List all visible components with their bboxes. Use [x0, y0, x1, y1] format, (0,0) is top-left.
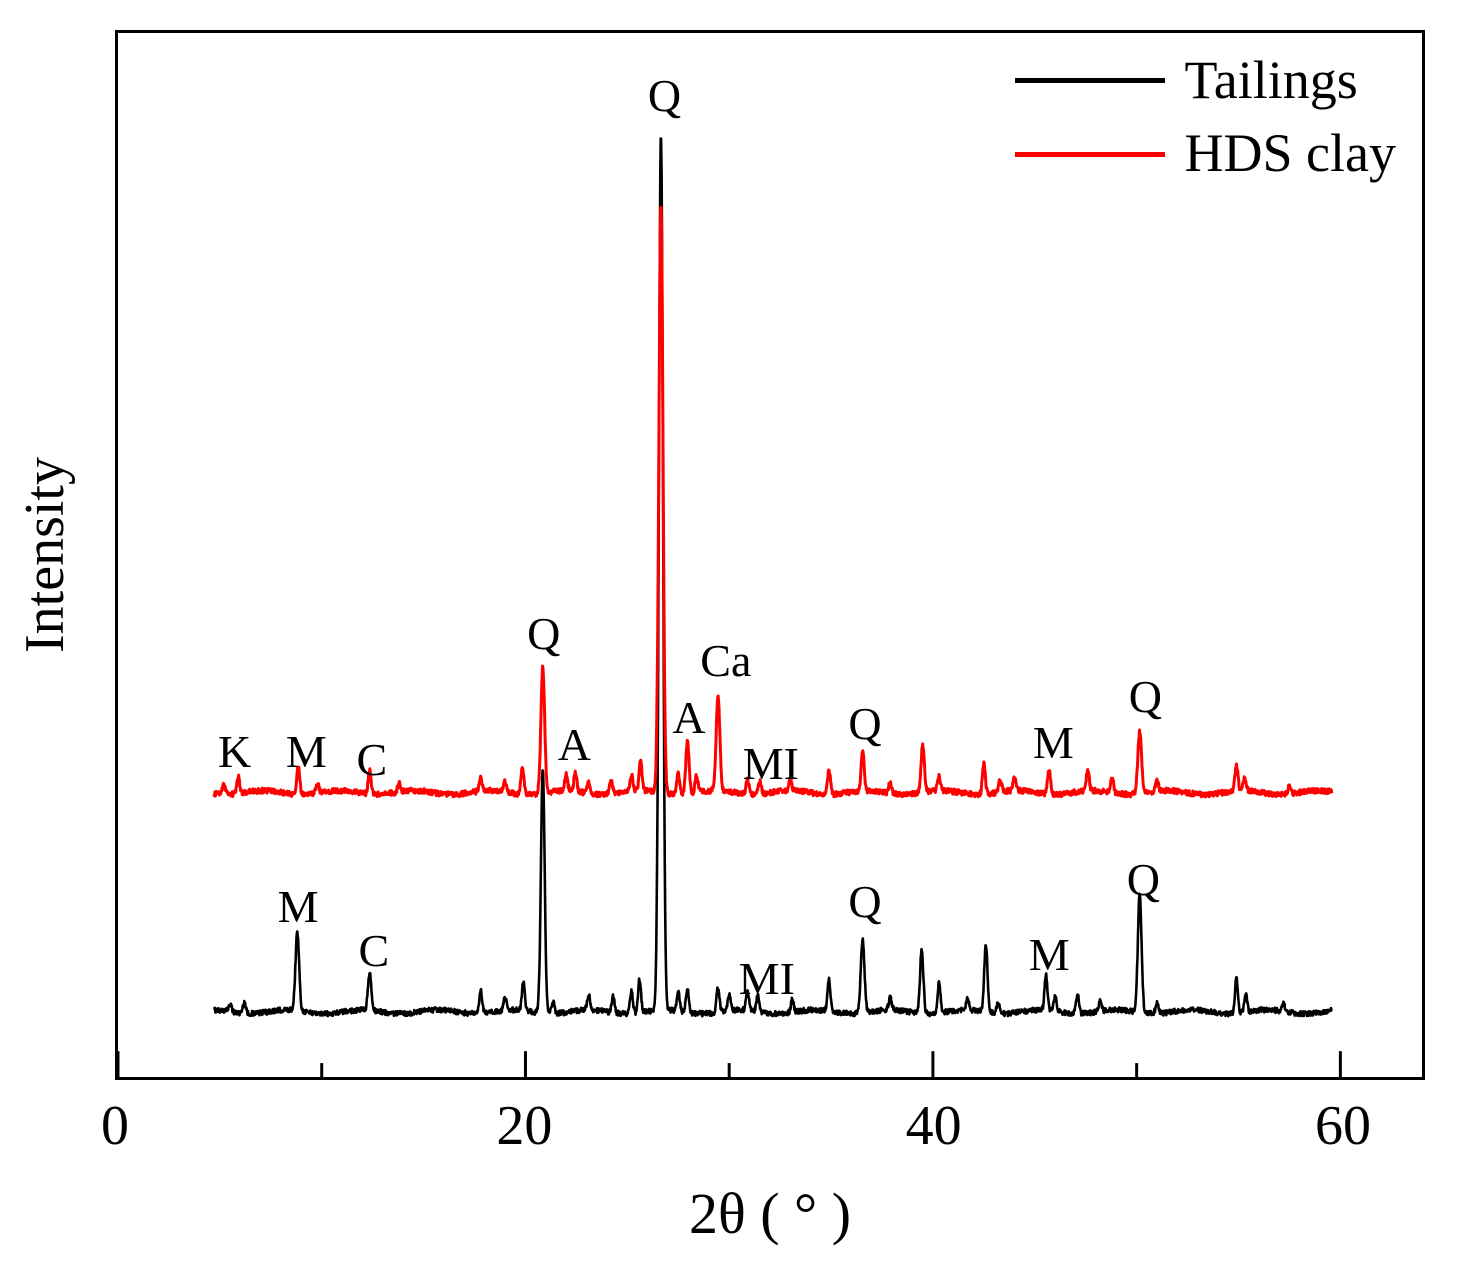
xrd-traces — [118, 137, 1342, 1077]
legend: Tailings HDS clay — [1014, 50, 1396, 184]
legend-label: Tailings — [1184, 50, 1358, 110]
trace-tailings — [212, 137, 1333, 1018]
x-tick-label: 40 — [905, 1095, 962, 1157]
legend-item-tailings: Tailings — [1014, 50, 1396, 110]
x-axis-label: 2θ ( ° ) — [688, 1181, 852, 1246]
legend-label: HDS clay — [1184, 123, 1396, 184]
x-tick-label: 0 — [101, 1095, 129, 1157]
x-tick-label: 20 — [496, 1095, 553, 1157]
trace-hds-clay — [212, 205, 1334, 799]
x-tick-label: 60 — [1315, 1095, 1371, 1157]
legend-line — [1014, 78, 1165, 84]
plot-area: K M C Q A Q A Ca MI Q M Q M C MI Q M Q Tailings HDS clay — [115, 30, 1425, 1080]
y-axis-label: Intensity — [14, 457, 76, 653]
legend-line — [1014, 151, 1165, 157]
legend-item-hds-clay: HDS clay — [1014, 123, 1396, 184]
